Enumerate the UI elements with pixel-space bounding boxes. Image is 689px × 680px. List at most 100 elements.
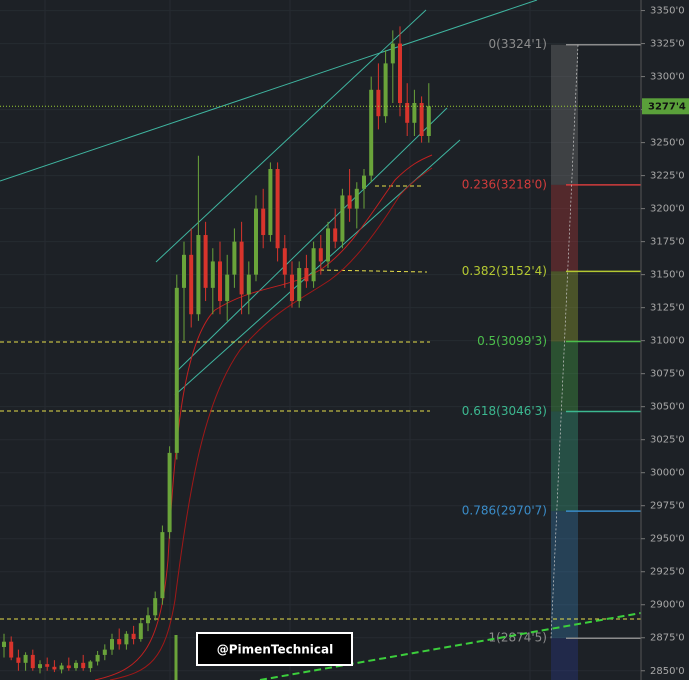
candle-body — [311, 248, 316, 282]
candle-body — [347, 195, 352, 209]
candle-body — [30, 654, 35, 669]
candle-body — [59, 665, 64, 670]
candle-body — [225, 274, 230, 302]
fib-band — [551, 638, 578, 680]
fib-label: 0(3324'1) — [489, 37, 547, 51]
candle-body — [232, 241, 237, 275]
candle-body — [318, 248, 323, 262]
candle-body — [38, 664, 42, 669]
candle-body — [390, 43, 395, 64]
candle-body — [326, 228, 330, 262]
candle-body — [412, 102, 417, 123]
overlay: 3277'4 — [0, 98, 689, 115]
candle-body — [81, 662, 86, 669]
watermark: @PimenTechnical — [217, 643, 333, 657]
candle-body — [189, 254, 194, 315]
watermark-box — [196, 632, 353, 666]
candle-body — [210, 261, 215, 288]
y-tick-label: 3000'0 — [650, 468, 685, 479]
candle-body — [124, 633, 129, 645]
candle-body — [45, 664, 50, 667]
candle-body — [275, 169, 280, 249]
candle-body — [23, 654, 28, 663]
candle-body — [290, 274, 294, 302]
candle-body — [203, 235, 208, 288]
candle-body — [16, 657, 21, 663]
y-tick-label: 3075'0 — [650, 369, 685, 380]
y-tick-label: 2950'0 — [650, 534, 685, 545]
support-line — [259, 612, 642, 680]
candle-body — [369, 89, 374, 176]
fib-label: 0.236(3218'0) — [462, 177, 547, 191]
candle-body — [246, 274, 251, 295]
candle-body — [88, 661, 93, 669]
y-tick-label: 3225'0 — [650, 171, 685, 182]
candle-body — [376, 89, 381, 117]
candle-body — [52, 666, 57, 670]
candle-body — [182, 254, 186, 288]
candle-body — [131, 633, 136, 640]
y-tick-label: 3200'0 — [650, 204, 685, 215]
price-tag-label: 3277'4 — [648, 101, 686, 112]
y-tick-label: 3100'0 — [650, 336, 685, 347]
y-tick-label: 2900'0 — [650, 600, 685, 611]
fib-label: 0.786(2970'7) — [462, 504, 547, 518]
candle-body — [9, 641, 14, 658]
candles — [2, 26, 431, 674]
y-tick-label: 3125'0 — [650, 303, 685, 314]
y-tick-label: 3325'0 — [650, 39, 685, 50]
candle-body — [102, 649, 107, 655]
candle-body — [405, 102, 410, 123]
moving-average — [109, 167, 433, 680]
candle-body — [354, 188, 359, 209]
candle-body — [239, 241, 244, 295]
candle-body — [282, 248, 287, 275]
fib-band — [551, 184, 578, 272]
fib-label: 0.382(3152'4) — [462, 264, 547, 278]
candle-body — [167, 452, 172, 533]
fib-label: 0.5(3099'3) — [477, 334, 547, 348]
candle-body — [333, 228, 338, 242]
fib-band — [551, 511, 578, 639]
axis-labels: 2850'0 2875'0 2900'0 2925'0 2950'0 2975'0 3000… — [641, 6, 685, 677]
fib-diagonal — [550, 44, 579, 639]
fib-band — [551, 271, 578, 342]
candle-body — [66, 665, 71, 669]
fib-band — [551, 411, 578, 512]
candle-body — [95, 654, 100, 662]
level-line — [319, 269, 428, 273]
candle-body — [74, 662, 78, 669]
candle-body — [138, 623, 143, 640]
candle-body — [146, 615, 150, 624]
candle-body — [398, 43, 402, 103]
candle-body — [362, 175, 366, 189]
candle-body — [383, 63, 388, 117]
y-tick-label: 3300'0 — [650, 72, 685, 83]
trend-line — [0, 0, 538, 182]
candle-body — [196, 235, 201, 315]
fib-band — [551, 341, 578, 412]
candle-body — [218, 261, 222, 302]
candle-body — [340, 195, 345, 242]
y-tick-label: 3150'0 — [650, 270, 685, 281]
candle-body — [426, 106, 431, 136]
y-tick-label: 3250'0 — [650, 138, 685, 149]
y-tick-label: 2875'0 — [650, 633, 685, 644]
fib-label: 1(2874'5) — [489, 631, 547, 645]
candle-body — [268, 169, 273, 236]
candle-body — [117, 639, 122, 645]
channel-line — [155, 9, 427, 263]
candle-body — [160, 532, 165, 599]
candle-body — [153, 598, 158, 616]
candle-body — [174, 287, 179, 453]
fib-band — [551, 44, 578, 185]
candle-body — [297, 268, 302, 302]
y-tick-label: 3025'0 — [650, 435, 685, 446]
price-tag — [642, 98, 689, 115]
y-tick-label: 2975'0 — [650, 501, 685, 512]
y-tick-label: 2925'0 — [650, 567, 685, 578]
y-tick-label: 3050'0 — [650, 402, 685, 413]
